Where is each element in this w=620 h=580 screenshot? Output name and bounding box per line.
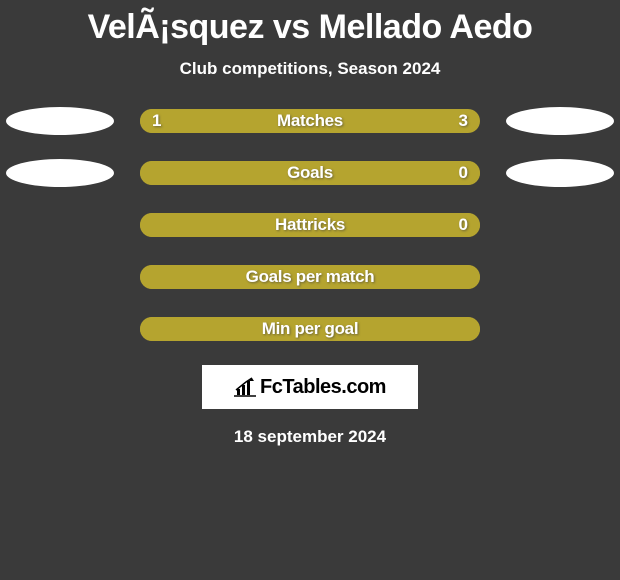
stat-label: Min per goal xyxy=(140,319,480,339)
stat-value-right: 3 xyxy=(459,111,468,131)
player-right-marker xyxy=(506,159,614,187)
brand-box[interactable]: FcTables.com xyxy=(202,365,418,409)
brand-logo: FcTables.com xyxy=(234,376,386,399)
stat-row: Goals per match xyxy=(0,263,620,291)
stat-label: Matches xyxy=(140,111,480,131)
stat-bar: Goals per match xyxy=(140,265,480,289)
subtitle: Club competitions, Season 2024 xyxy=(180,59,441,79)
player-right-marker xyxy=(506,107,614,135)
stat-bar: Goals0 xyxy=(140,161,480,185)
stat-row: Min per goal xyxy=(0,315,620,343)
stats-area: Matches13Goals0Hattricks0Goals per match… xyxy=(0,107,620,343)
stat-value-right: 0 xyxy=(459,215,468,235)
player-left-marker xyxy=(6,159,114,187)
stat-bar: Min per goal xyxy=(140,317,480,341)
stat-row: Matches1 3 xyxy=(0,107,620,135)
brand-text: FcTables.com xyxy=(260,376,386,399)
stat-row: Goals0 xyxy=(0,159,620,187)
stat-bar: Matches1 3 xyxy=(140,109,480,133)
stat-label: Hattricks xyxy=(140,215,480,235)
stat-value-left: 1 xyxy=(152,111,161,131)
stat-row: Hattricks0 xyxy=(0,211,620,239)
stat-label: Goals per match xyxy=(140,267,480,287)
stat-bar: Hattricks0 xyxy=(140,213,480,237)
stat-label: Goals xyxy=(140,163,480,183)
stat-value-right: 0 xyxy=(459,163,468,183)
page-title: VelÃ¡squez vs Mellado Aedo xyxy=(88,8,533,47)
player-left-marker xyxy=(6,107,114,135)
date-text: 18 september 2024 xyxy=(234,427,386,447)
chart-icon xyxy=(234,377,258,397)
